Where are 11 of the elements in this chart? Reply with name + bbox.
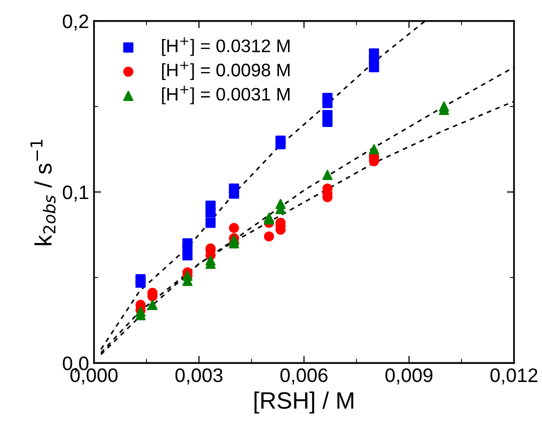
x-tick-label: 0,006 (280, 368, 328, 384)
legend-label: [H$^{+}$] = 0.0098 M (162, 61, 290, 80)
y-axis-title: k$_{2obs}$ / s$^{−1}$ (30, 140, 56, 246)
y-tick-label: 0,2 (62, 14, 88, 31)
legend-label: [H$^{+}$] = 0.0312 M (162, 37, 290, 56)
x-axis-title: [RSH] / M (254, 392, 354, 414)
x-tick-label: 0,003 (175, 368, 222, 384)
legend-label: [H$^{+}$] = 0.0031 M (162, 86, 290, 104)
x-tick-label: 0,009 (385, 368, 432, 384)
x-tick-label: 0,012 (490, 368, 538, 384)
y-tick-label: 0,1 (62, 185, 88, 202)
